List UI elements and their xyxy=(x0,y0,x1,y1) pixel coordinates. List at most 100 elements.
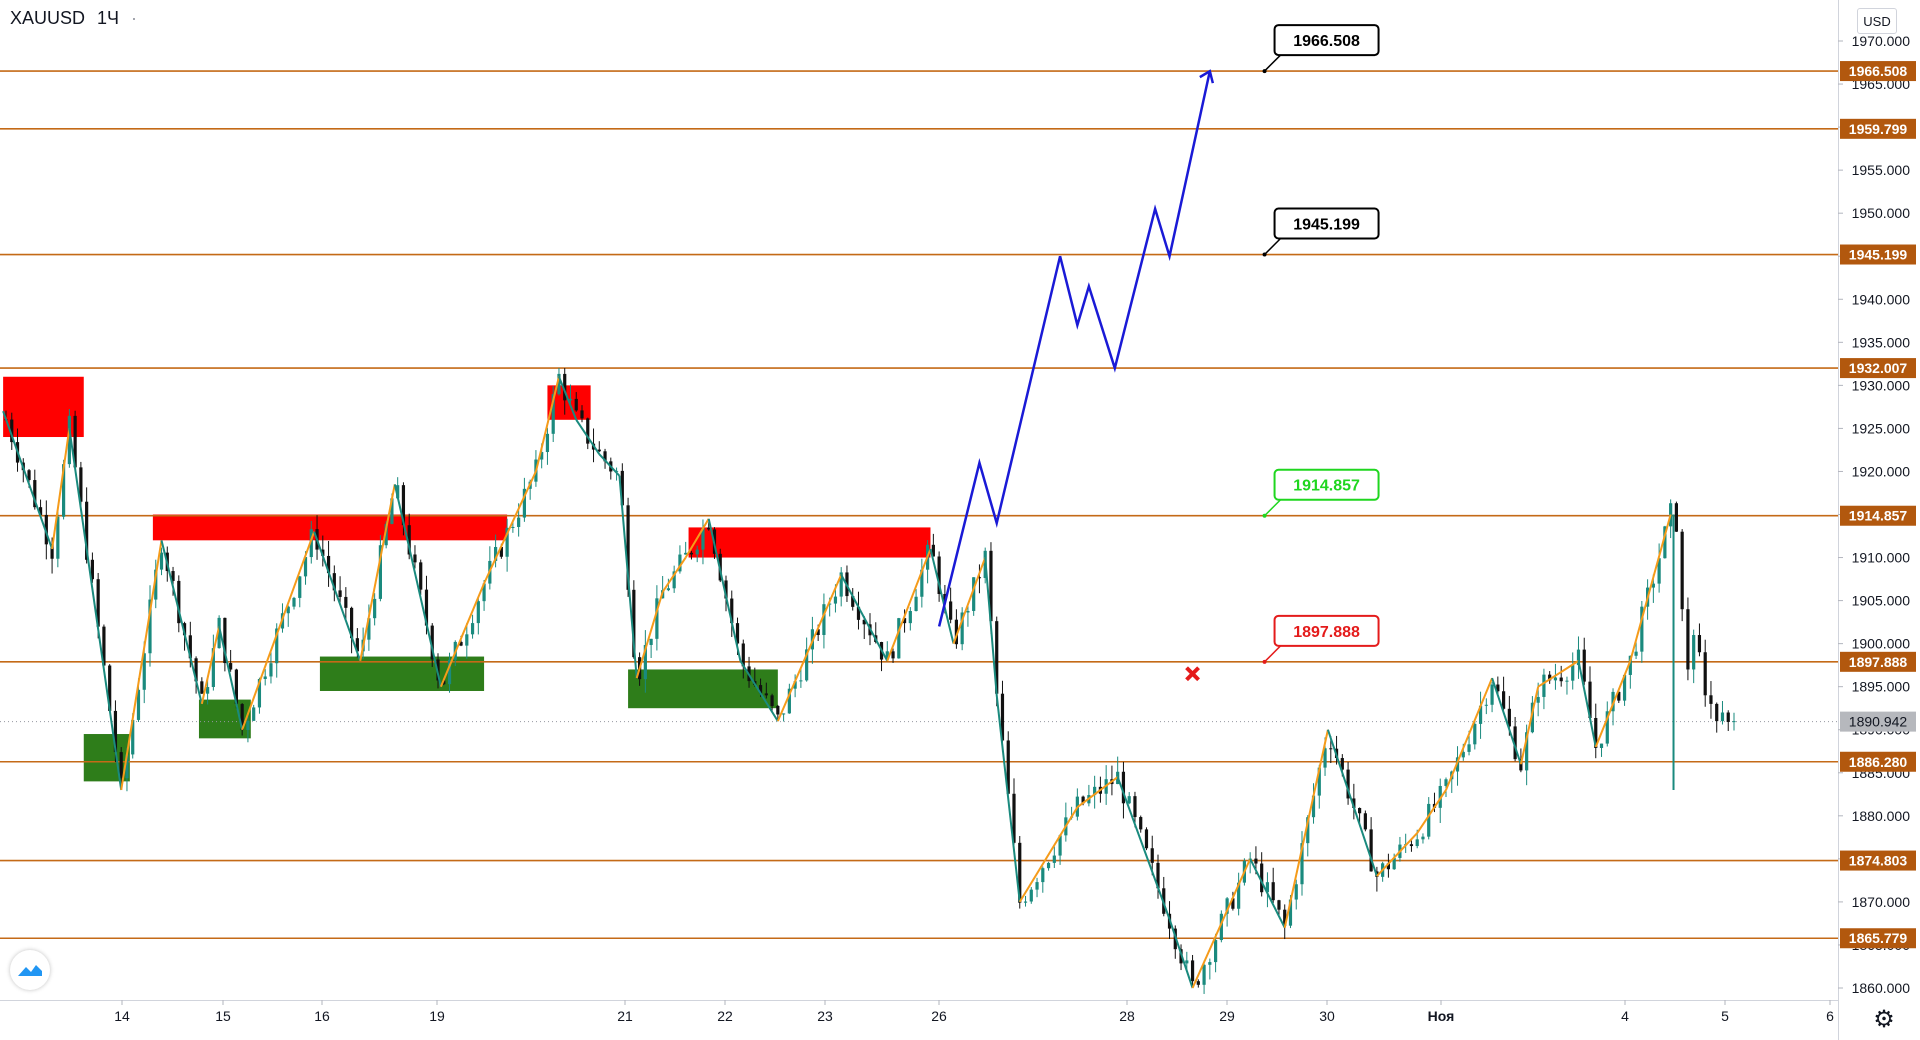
zigzag-segment xyxy=(1491,677,1522,765)
candle-body xyxy=(447,659,452,685)
candle-body xyxy=(563,373,567,401)
candle-body xyxy=(1565,680,1569,682)
candle-body xyxy=(678,554,682,572)
candle-body xyxy=(1329,748,1333,750)
candle-body xyxy=(102,626,106,666)
candle-body xyxy=(799,680,803,682)
candle-body xyxy=(1346,769,1350,799)
x-tick-label: 15 xyxy=(215,1008,231,1024)
level-price-label: 1945.199 xyxy=(1849,247,1908,263)
candle-body xyxy=(286,606,290,614)
candle-body xyxy=(1525,732,1529,771)
y-tick-label: 1950.000 xyxy=(1852,205,1911,221)
candle-body xyxy=(995,621,999,694)
candle-body xyxy=(1409,844,1414,847)
time-axis[interactable]: 14 15 16 19 21 22 23 26 28 29 30 Ноя 4 5 6 xyxy=(114,1000,1834,1024)
callout-box[interactable] xyxy=(1273,207,1380,240)
candle-body xyxy=(396,485,400,499)
candle-body xyxy=(701,527,705,550)
callout-box[interactable] xyxy=(1273,468,1380,501)
level-price-tag xyxy=(1840,358,1916,379)
candle-body xyxy=(822,604,826,635)
candle-body xyxy=(459,641,463,646)
zigzag-segment xyxy=(120,540,163,791)
candle-body xyxy=(1012,793,1016,843)
y-tick-label: 1955.000 xyxy=(1852,162,1911,178)
level-price-tag xyxy=(1840,61,1916,82)
candle-body xyxy=(586,418,590,444)
candle-body xyxy=(275,628,279,664)
candle-body xyxy=(828,603,832,605)
candle-body xyxy=(885,651,889,660)
level-price-tag xyxy=(1840,651,1916,672)
candle-body xyxy=(1127,796,1131,804)
candle-body xyxy=(545,433,550,453)
projection-path[interactable] xyxy=(937,70,1212,627)
zigzag-segment xyxy=(1376,832,1418,877)
candle-body xyxy=(1634,651,1638,656)
candle-body xyxy=(943,594,947,602)
candle-body xyxy=(1254,858,1258,864)
candle-body xyxy=(1277,900,1281,910)
candle-body xyxy=(1058,835,1062,856)
level-price-label: 1914.857 xyxy=(1849,508,1908,524)
candle-body xyxy=(730,598,734,624)
candle-body xyxy=(142,653,146,690)
candle-body xyxy=(465,634,469,646)
candle-body xyxy=(966,610,970,613)
level-price-label: 1865.779 xyxy=(1849,930,1908,946)
candle-body xyxy=(949,601,953,620)
candle-body xyxy=(298,576,302,598)
candle-body xyxy=(833,596,838,604)
candle-body xyxy=(1478,705,1483,724)
zigzag-segment xyxy=(776,574,843,722)
candle-body xyxy=(1605,711,1609,744)
tradingview-logo-icon[interactable] xyxy=(10,950,50,990)
callout-anchor xyxy=(1262,659,1267,664)
candle-body xyxy=(257,679,262,708)
interval-label[interactable]: 1Ч xyxy=(97,8,120,28)
candle-body xyxy=(1081,796,1085,804)
x-tick-label: 16 xyxy=(314,1008,330,1024)
symbol-name[interactable]: XAUUSD xyxy=(10,8,86,28)
candle-body xyxy=(954,619,958,645)
candle-body xyxy=(620,470,624,506)
zigzag-segment xyxy=(534,376,560,472)
callout-box[interactable] xyxy=(1273,24,1380,57)
candle-body xyxy=(655,598,659,639)
candle-body xyxy=(1317,767,1321,796)
candle-body xyxy=(234,669,238,705)
candle-body xyxy=(540,452,544,460)
candle-body xyxy=(1599,743,1604,748)
candle-body xyxy=(1680,531,1684,610)
candle-body xyxy=(1046,862,1051,869)
callout-box[interactable] xyxy=(1273,614,1380,647)
candle-body xyxy=(1640,606,1644,652)
candle-body xyxy=(1732,721,1736,723)
candle-body xyxy=(1133,796,1137,818)
candle-body xyxy=(1139,817,1143,830)
candle-body xyxy=(689,552,694,555)
x-tick-label: 5 xyxy=(1721,1008,1729,1024)
candle-body xyxy=(482,583,486,602)
level-price-label: 1897.888 xyxy=(1849,654,1908,670)
candle-body xyxy=(1461,751,1465,758)
callouts-layer: 1966.508 1945.199 1914.857 1897.888 xyxy=(1262,24,1380,664)
gear-icon[interactable]: ⚙ xyxy=(1873,1005,1895,1033)
symbol-header[interactable]: XAUUSD 1Ч · xyxy=(10,8,137,29)
candle-body xyxy=(367,618,371,640)
candle-body xyxy=(977,577,982,579)
candle-body xyxy=(684,552,688,555)
zigzag-segment xyxy=(707,518,742,662)
zigzag-segment xyxy=(51,428,71,550)
y-tick-label: 1935.000 xyxy=(1852,334,1911,350)
candle-body xyxy=(154,569,158,600)
currency-button[interactable]: USD xyxy=(1857,8,1897,34)
x-tick-label: 4 xyxy=(1621,1008,1629,1024)
candle-body xyxy=(1674,503,1678,532)
callout-anchor xyxy=(1262,69,1267,74)
candle-body xyxy=(217,617,221,649)
candle-body xyxy=(902,618,907,624)
zigzag-segment xyxy=(1537,660,1580,688)
